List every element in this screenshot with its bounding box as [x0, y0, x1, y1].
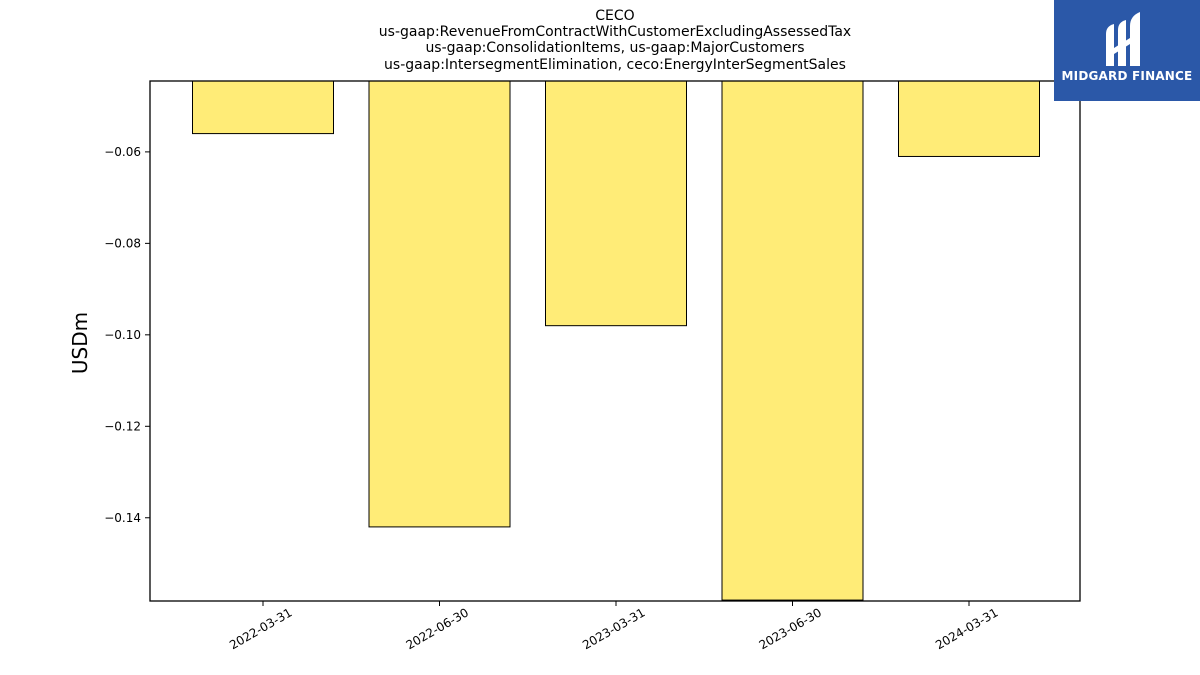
y-tick-label: −0.14 [104, 511, 141, 525]
bar-2022-03-31 [192, 80, 334, 135]
y-axis-ticks: −0.06 −0.08 −0.10 −0.12 −0.14 [104, 145, 150, 525]
y-tick-label: −0.06 [104, 145, 141, 159]
title-line-3: us-gaap:ConsolidationItems, us-gaap:Majo… [425, 40, 804, 56]
title-line-1: CECO [595, 8, 634, 24]
bar-2022-06-30 [368, 80, 511, 528]
x-tick-label: 2023-06-30 [757, 605, 824, 652]
x-tick-label: 2024-03-31 [933, 605, 1000, 652]
y-axis-label: USDm [68, 312, 92, 374]
bar-2024-03-31 [898, 80, 1040, 157]
bars-group [192, 80, 1040, 601]
x-tick-label: 2022-06-30 [404, 605, 471, 652]
y-tick-label: −0.10 [104, 328, 141, 342]
chart-title: CECO us-gaap:RevenueFromContractWithCust… [379, 8, 851, 73]
logo-mark-icon [1106, 12, 1140, 66]
logo-text: MIDGARD FINANCE [1061, 69, 1193, 83]
x-axis-ticks: 2022-03-31 2022-06-30 2023-03-31 2023-06-30… [227, 601, 1000, 652]
y-tick-label: −0.08 [104, 236, 141, 250]
midgard-finance-logo: MIDGARD FINANCE [1054, 0, 1200, 101]
x-tick-label: 2023-03-31 [580, 605, 647, 652]
plot-frame [149, 80, 1081, 602]
x-tick-label: 2022-03-31 [227, 605, 294, 652]
title-line-2: us-gaap:RevenueFromContractWithCustomerE… [379, 24, 851, 40]
y-tick-label: −0.12 [104, 419, 141, 433]
bar-2023-03-31 [545, 80, 687, 327]
title-line-4: us-gaap:IntersegmentElimination, ceco:En… [384, 57, 846, 73]
bar-2023-06-30 [721, 80, 864, 601]
